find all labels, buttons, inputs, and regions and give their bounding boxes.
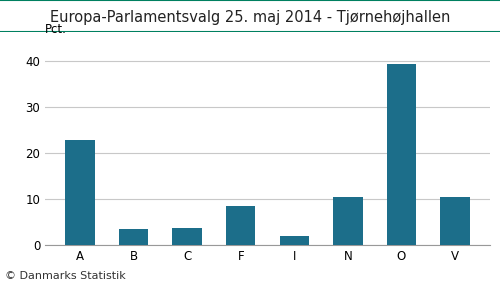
- Text: Pct.: Pct.: [45, 23, 67, 36]
- Bar: [280, 236, 309, 245]
- Text: Europa-Parlamentsvalg 25. maj 2014 - Tjørnehøjhallen: Europa-Parlamentsvalg 25. maj 2014 - Tjø…: [50, 10, 450, 25]
- Bar: [333, 197, 362, 245]
- Bar: [172, 228, 202, 245]
- Bar: [226, 206, 256, 245]
- Text: © Danmarks Statistik: © Danmarks Statistik: [5, 271, 126, 281]
- Bar: [65, 140, 94, 245]
- Bar: [119, 229, 148, 245]
- Bar: [440, 197, 470, 245]
- Bar: [386, 65, 416, 245]
